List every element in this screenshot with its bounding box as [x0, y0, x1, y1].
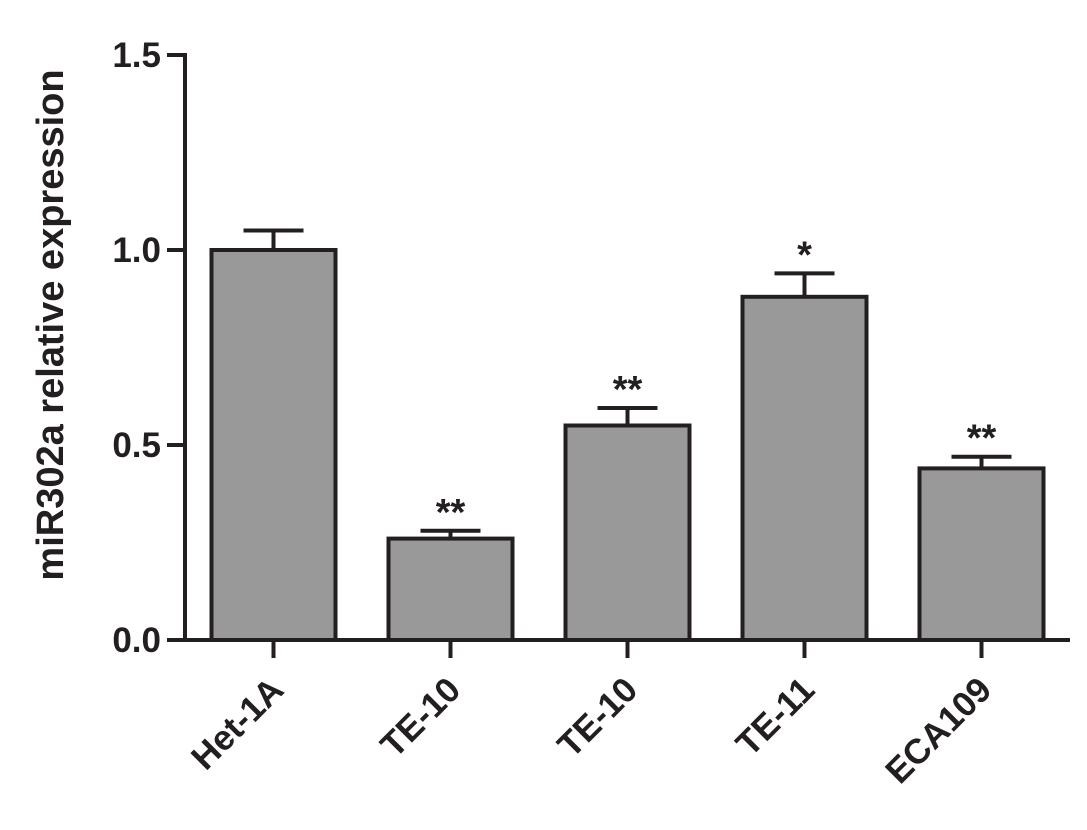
significance-marker: *: [797, 234, 812, 276]
x-tick-label: TE-10: [373, 670, 468, 765]
y-tick-label: 0.5: [112, 426, 161, 465]
bar: [386, 536, 515, 642]
y-tick-label: 1.5: [112, 36, 161, 75]
y-tick-label: 1.0: [112, 231, 161, 270]
bar: [917, 466, 1046, 642]
bar: [740, 294, 869, 642]
x-tick-label: ECA109: [878, 670, 999, 791]
plot-area: 0.0 0.5 1.0 1.5 Het-1A TE-10 ** TE-10 ** TE-11 * EC…: [112, 36, 1070, 791]
significance-marker: **: [436, 492, 466, 534]
x-tick-label: Het-1A: [184, 670, 291, 777]
significance-marker: **: [967, 418, 997, 460]
significance-marker: **: [613, 369, 643, 411]
y-axis-title: miR302a relative expression: [30, 69, 72, 580]
bar: [209, 248, 338, 642]
y-tick-label: 0.0: [112, 621, 161, 660]
bar: [563, 423, 692, 642]
x-tick-label: TE-11: [729, 670, 823, 764]
x-tick-label: TE-10: [550, 670, 645, 765]
